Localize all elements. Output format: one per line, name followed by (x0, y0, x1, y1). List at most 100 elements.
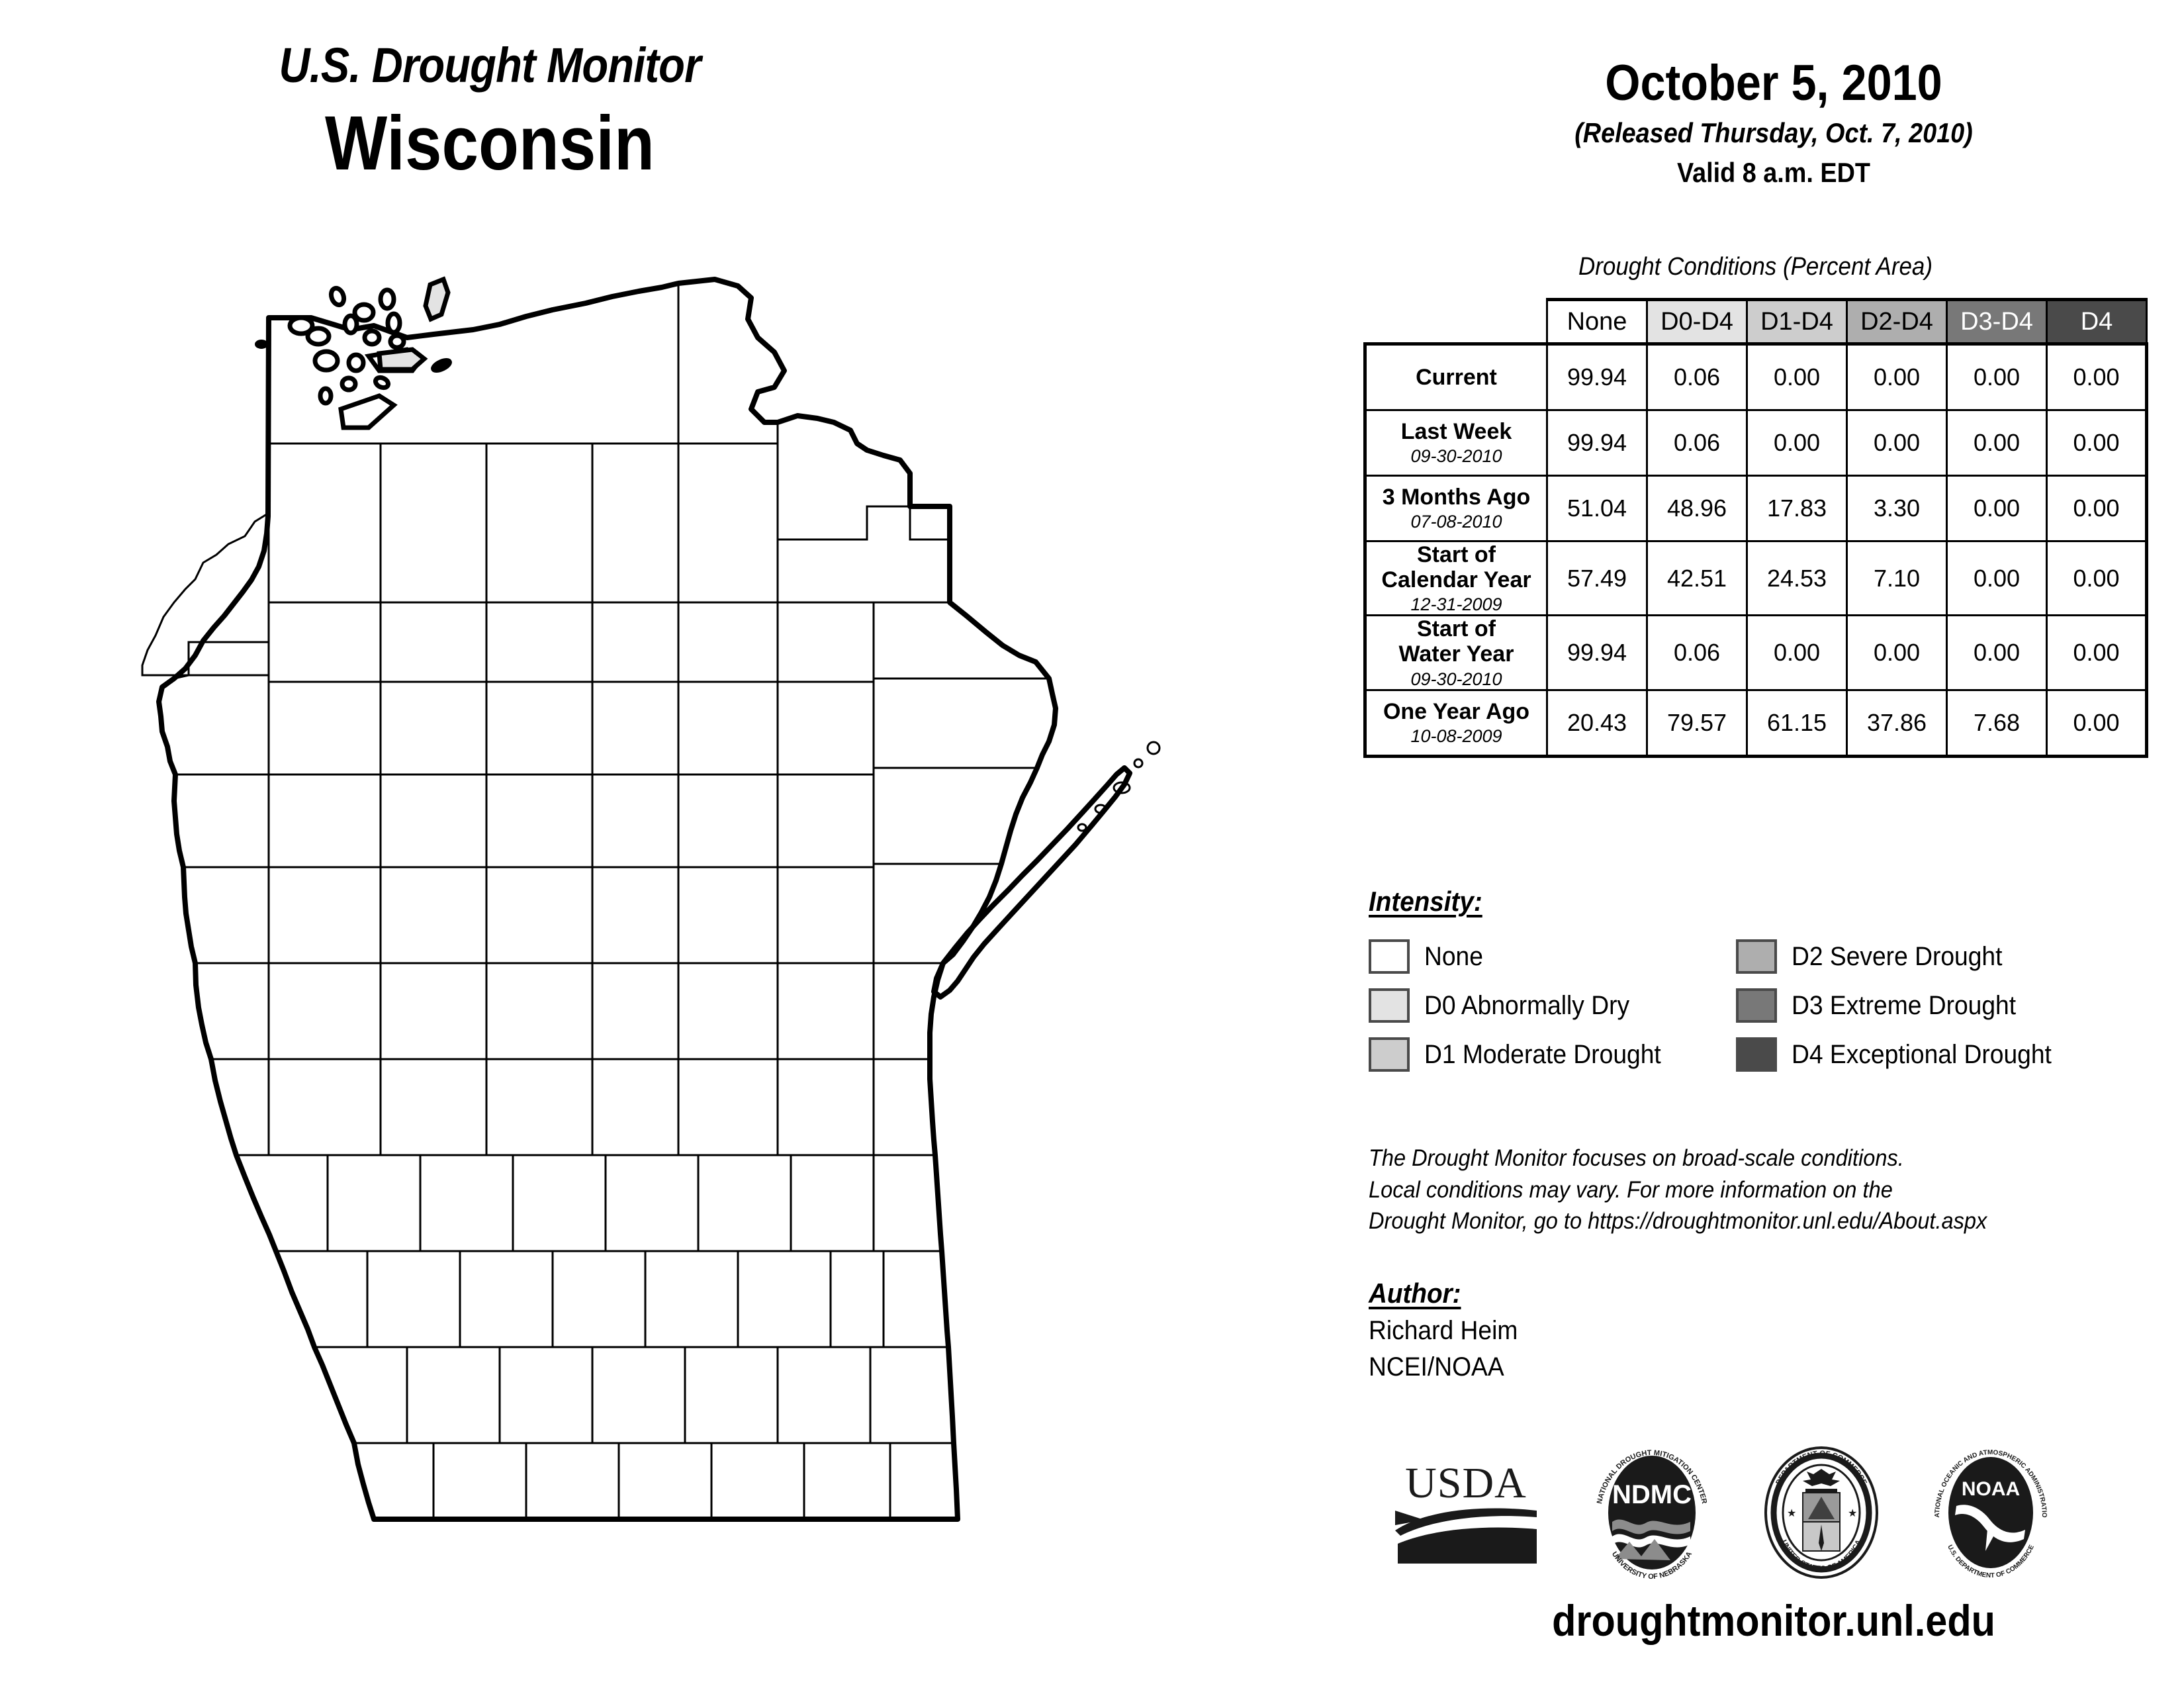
table-cell: 61.15 (1746, 688, 1848, 758)
table-cell: 0.00 (1746, 614, 1848, 691)
disclaimer-line-3: Drought Monitor, go to https://droughtmo… (1369, 1208, 1987, 1235)
column-header-d4: D4 (2046, 298, 2148, 346)
small-islands (255, 340, 452, 373)
svg-text:NOAA: NOAA (1962, 1478, 2020, 1500)
row-label: Start of Calendar Year (1381, 542, 1531, 593)
svg-text:★: ★ (1848, 1508, 1857, 1519)
row-label-cell: 3 Months Ago 07-08-2010 (1363, 475, 1548, 542)
row-date: 09-30-2010 (1410, 446, 1502, 467)
table-cell: 0.00 (1846, 409, 1948, 477)
state-outline (156, 277, 1058, 1522)
table-row: Current 99.94 0.06 0.00 0.00 0.00 0.00 (1363, 342, 2148, 411)
legend-label: D3 Extreme Drought (1792, 990, 2017, 1020)
legend-label: D2 Severe Drought (1792, 941, 2003, 971)
table-cell: 0.00 (1846, 614, 1948, 691)
legend-item[interactable]: D2 Severe Drought (1736, 932, 2183, 981)
table-cell: 0.00 (1746, 409, 1848, 477)
legend-label: D4 Exceptional Drought (1792, 1039, 2052, 1069)
table-cell: 51.04 (1546, 475, 1648, 542)
logo-row: USDA NDMC NATIONAL DROUGHT MITIGATION CE… (1363, 1443, 2184, 1582)
table-cell: 0.00 (1946, 409, 2048, 477)
site-url[interactable]: droughtmonitor.unl.edu (1552, 1596, 1995, 1645)
table-cell: 20.43 (1546, 688, 1648, 758)
legend-item[interactable]: D4 Exceptional Drought (1736, 1030, 2183, 1079)
row-label: Current (1416, 364, 1497, 390)
table-cell: 24.53 (1746, 539, 1848, 617)
doc-logo: ★ ★ DEPARTMENT OF COMMERCE UNITED STATES… (1764, 1446, 1878, 1579)
table-cell: 37.86 (1846, 688, 1948, 758)
table-row: Start of Calendar Year 12-31-2009 57.49 42.5… (1363, 539, 2148, 617)
table-cell: 0.00 (1946, 614, 2048, 691)
region-title: Wisconsin (325, 100, 655, 186)
door-peninsula-outline (931, 765, 1132, 1000)
table-cell: 99.94 (1546, 409, 1648, 477)
author-block: Author: Richard Heim NCEI/NOAA (1369, 1278, 2183, 1382)
author-title: Author: (1369, 1278, 1461, 1309)
table-cell: 99.94 (1546, 614, 1648, 691)
usda-logo: USDA (1395, 1459, 1537, 1564)
table-cell: 0.00 (2046, 688, 2148, 758)
table-cell: 0.00 (1946, 475, 2048, 542)
disclaimer-line-2: Local conditions may vary. For more info… (1369, 1176, 1893, 1203)
title-block: U.S. Drought Monitor Wisconsin (0, 41, 979, 186)
svg-text:NDMC: NDMC (1612, 1480, 1692, 1509)
valid-date: October 5, 2010 (1605, 55, 1942, 111)
table-cell: 7.10 (1846, 539, 1948, 617)
table-body: Current 99.94 0.06 0.00 0.00 0.00 0.00 Last Wee… (1363, 342, 2148, 758)
legend-swatch (1736, 939, 1777, 974)
table-cell: 0.00 (1746, 342, 1848, 411)
row-label-cell: Start of Water Year 09-30-2010 (1363, 614, 1548, 691)
column-header-d1-d4: D1-D4 (1746, 298, 1848, 346)
table-row: 3 Months Ago 07-08-2010 51.04 48.96 17.83 3.3… (1363, 475, 2148, 542)
table-cell: 0.06 (1646, 409, 1748, 477)
legend-swatch (1736, 988, 1777, 1023)
table-cell: 0.00 (1946, 539, 2048, 617)
column-header-d2-d4: D2-D4 (1846, 298, 1948, 346)
legend-swatch (1369, 939, 1410, 974)
column-header-d0-d4: D0-D4 (1646, 298, 1748, 346)
table-row: One Year Ago 10-08-2009 20.43 79.57 61.15 37.… (1363, 688, 2148, 758)
row-label-cell: Current (1363, 342, 1548, 411)
table-row: Start of Water Year 09-30-2010 99.94 0.06 0.0… (1363, 614, 2148, 691)
row-label: 3 Months Ago (1382, 485, 1531, 510)
row-label-cell: One Year Ago 10-08-2009 (1363, 688, 1548, 758)
legend-grid: None D2 Severe Drought D0 Abnormally Dry D3… (1369, 932, 2183, 1079)
drought-conditions-table: None D0-D4 D1-D4 D2-D4 D3-D4 D4 Current 9… (1363, 298, 2148, 758)
svg-text:USDA: USDA (1405, 1459, 1527, 1507)
table-cell: 0.00 (2046, 342, 2148, 411)
legend-swatch (1736, 1037, 1777, 1072)
table-cell: 0.00 (2046, 475, 2148, 542)
table-cell: 3.30 (1846, 475, 1948, 542)
noaa-logo: NOAA NATIONAL OCEANIC AND ATMOSPHERIC AD… (1925, 1445, 2048, 1579)
table-caption: Drought Conditions (Percent Area) (1578, 253, 1933, 281)
wisconsin-county-map[interactable] (63, 245, 1300, 1562)
legend-label: None (1424, 941, 1483, 971)
legend-swatch (1369, 1037, 1410, 1072)
intensity-legend: Intensity: None D2 Severe Drought D0 Abnor… (1369, 886, 2183, 1079)
valid-time: Valid 8 a.m. EDT (1676, 157, 1871, 188)
table-cell: 0.00 (2046, 614, 2148, 691)
row-date: 12-31-2009 (1410, 594, 1502, 615)
table-cell: 0.00 (1846, 342, 1948, 411)
table-cell: 99.94 (1546, 342, 1648, 411)
legend-item[interactable]: None (1369, 932, 1736, 981)
table-cell: 0.00 (2046, 539, 2148, 617)
legend-label: D0 Abnormally Dry (1424, 990, 1630, 1020)
legend-item[interactable]: D0 Abnormally Dry (1369, 981, 1736, 1030)
row-label-cell: Start of Calendar Year 12-31-2009 (1363, 539, 1548, 617)
drought-overlay-d0 (377, 276, 451, 372)
column-header-none: None (1546, 298, 1648, 346)
table-corner-cell (1365, 300, 1547, 344)
table-cell: 0.06 (1646, 614, 1748, 691)
row-date: 10-08-2009 (1410, 726, 1502, 747)
legend-item[interactable]: D3 Extreme Drought (1736, 981, 2183, 1030)
legend-item[interactable]: D1 Moderate Drought (1369, 1030, 1736, 1079)
table-cell: 57.49 (1546, 539, 1648, 617)
release-date: (Released Thursday, Oct. 7, 2010) (1574, 117, 1973, 148)
row-label: One Year Ago (1383, 699, 1530, 725)
table-cell: 0.06 (1646, 342, 1748, 411)
row-label: Last Week (1400, 419, 1512, 445)
ndmc-logo: NDMC NATIONAL DROUGHT MITIGATION CENTER … (1596, 1448, 1708, 1580)
disclaimer-text: The Drought Monitor focuses on broad-sca… (1369, 1143, 2126, 1237)
date-block: October 5, 2010 (Released Thursday, Oct.… (1363, 58, 2184, 187)
